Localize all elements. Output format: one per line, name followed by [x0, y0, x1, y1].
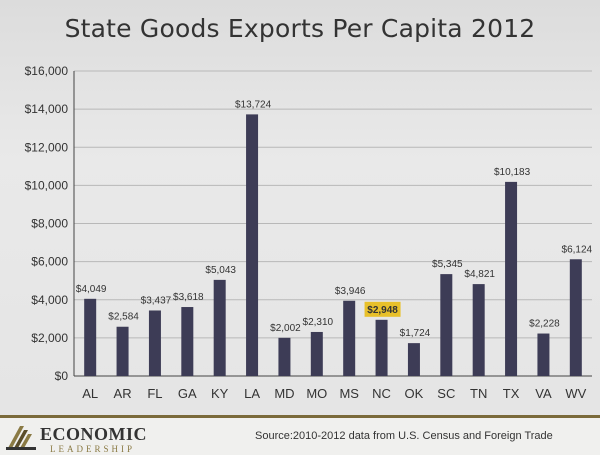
- x-tick-label: GA: [178, 386, 197, 401]
- x-tick-label: TX: [503, 386, 520, 401]
- bar: [181, 307, 194, 376]
- bar: [343, 300, 356, 376]
- bar: [375, 319, 388, 376]
- logo-text: ECONOMIC: [40, 424, 147, 444]
- chart-title: State Goods Exports Per Capita 2012: [64, 14, 536, 43]
- data-label: $2,310: [303, 317, 334, 328]
- y-tick-label: $0: [55, 369, 69, 383]
- data-label: $1,724: [400, 328, 431, 339]
- data-label: $2,948: [367, 305, 398, 316]
- y-tick-label: $14,000: [25, 102, 69, 116]
- bar: [278, 337, 291, 376]
- data-label: $3,946: [335, 286, 366, 297]
- bar: [84, 298, 97, 376]
- data-label: $3,437: [141, 295, 172, 306]
- data-label: $4,821: [464, 269, 495, 280]
- bar-chart: $0 $2,000 $4,000 $6,000 $8,000 $10,000 $12,000…: [25, 64, 593, 401]
- y-tick-label: $8,000: [31, 217, 68, 231]
- bar: [505, 181, 518, 376]
- bar: [310, 331, 323, 376]
- x-tick-label: KY: [211, 386, 229, 401]
- x-tick-label: WV: [565, 386, 586, 401]
- footer-rule: [0, 415, 600, 418]
- bar: [148, 310, 161, 376]
- x-tick-label: AR: [114, 386, 132, 401]
- y-tick-label: $6,000: [31, 255, 68, 269]
- logo-subtext: LEADERSHIP: [50, 444, 136, 454]
- data-label: $3,618: [173, 292, 204, 303]
- data-label: $13,724: [235, 99, 272, 110]
- x-tick-label: SC: [437, 386, 455, 401]
- bar: [116, 326, 129, 376]
- x-tick-label: MS: [339, 386, 359, 401]
- x-tick-label: FL: [147, 386, 162, 401]
- bar: [246, 114, 259, 376]
- data-label: $4,049: [76, 284, 107, 295]
- y-tick-label: $16,000: [25, 64, 69, 78]
- data-label: $2,002: [270, 323, 301, 334]
- bar: [440, 274, 453, 376]
- bar: [407, 343, 420, 376]
- data-label: $5,043: [205, 265, 236, 276]
- x-tick-label: MD: [274, 386, 294, 401]
- x-tick-label: MO: [306, 386, 327, 401]
- x-tick-label: VA: [535, 386, 552, 401]
- bar: [569, 259, 582, 376]
- x-tick-label: TN: [470, 386, 487, 401]
- source-note: Source:2010-2012 data from U.S. Census a…: [255, 430, 553, 442]
- y-tick-label: $10,000: [25, 178, 69, 192]
- bar: [213, 279, 226, 376]
- bar: [472, 284, 485, 376]
- data-label: $2,584: [108, 312, 139, 323]
- y-tick-label: $12,000: [25, 140, 69, 154]
- x-tick-label: LA: [244, 386, 260, 401]
- highlight-label-box: [364, 301, 401, 317]
- economic-leadership-logo: ECONOMIC LEADERSHIP: [6, 422, 166, 454]
- footer: ECONOMIC LEADERSHIP Source:2010-2012 dat…: [0, 418, 600, 455]
- data-label: $10,183: [494, 167, 531, 178]
- x-tick-label: NC: [372, 386, 391, 401]
- x-tick-label: OK: [405, 386, 424, 401]
- logo-icon: [6, 426, 36, 450]
- x-tick-label: AL: [82, 386, 98, 401]
- bar: [537, 333, 550, 376]
- data-label: $5,345: [432, 259, 463, 270]
- data-label: $2,228: [529, 319, 560, 330]
- y-tick-label: $4,000: [31, 293, 68, 307]
- data-label: $6,124: [562, 244, 593, 255]
- y-tick-label: $2,000: [31, 331, 68, 345]
